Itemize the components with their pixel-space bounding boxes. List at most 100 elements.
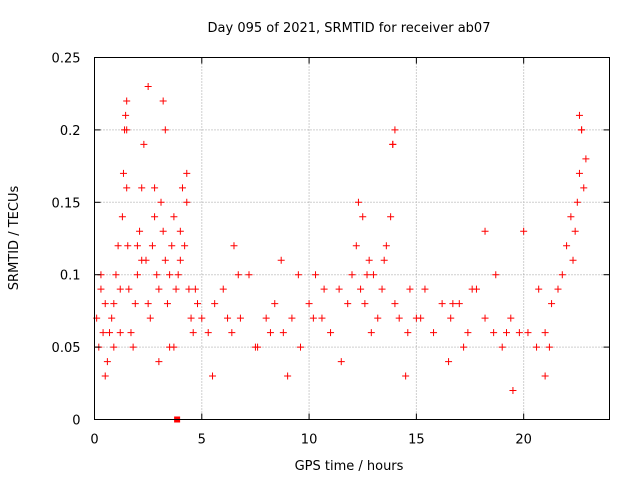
data-point	[421, 285, 429, 293]
data-point	[378, 285, 386, 293]
data-point	[129, 343, 137, 351]
data-point	[575, 169, 583, 177]
data-point	[548, 300, 556, 308]
data-point	[365, 256, 373, 264]
data-point	[567, 213, 575, 221]
data-point	[123, 126, 131, 134]
data-point	[455, 300, 463, 308]
data-point	[228, 329, 236, 337]
data-point	[230, 242, 238, 250]
data-point	[575, 111, 583, 119]
data-point	[159, 227, 167, 235]
data-point	[369, 271, 377, 279]
data-point	[571, 227, 579, 235]
data-point	[402, 372, 410, 380]
y-tick-label: 0	[72, 414, 80, 429]
x-tick-label: 0	[90, 433, 98, 448]
data-point	[389, 140, 397, 148]
data-point	[101, 372, 109, 380]
data-point	[151, 184, 159, 192]
data-point	[176, 256, 184, 264]
data-point	[138, 184, 146, 192]
data-point	[262, 314, 270, 322]
data-point	[155, 285, 163, 293]
data-point	[380, 256, 388, 264]
data-point	[176, 227, 184, 235]
data-point	[533, 343, 541, 351]
data-point	[183, 198, 191, 206]
data-point	[507, 314, 515, 322]
data-point	[582, 155, 590, 163]
data-point	[481, 314, 489, 322]
data-point	[305, 300, 313, 308]
data-point	[320, 285, 328, 293]
y-tick-label: 0.1	[60, 269, 81, 284]
data-point	[391, 300, 399, 308]
x-tick-label: 10	[301, 433, 318, 448]
data-point	[144, 82, 152, 90]
data-point	[490, 329, 498, 337]
data-point	[133, 242, 141, 250]
data-point	[361, 300, 369, 308]
data-point	[391, 126, 399, 134]
data-point	[573, 198, 581, 206]
data-point	[288, 314, 296, 322]
data-point	[277, 256, 285, 264]
data-point	[520, 227, 528, 235]
data-point	[148, 242, 156, 250]
data-point	[327, 329, 335, 337]
data-point	[468, 285, 476, 293]
data-point	[348, 271, 356, 279]
data-point	[279, 329, 287, 337]
data-point	[183, 169, 191, 177]
data-point	[545, 343, 553, 351]
data-point	[266, 329, 274, 337]
data-point	[99, 329, 107, 337]
data-point	[136, 227, 144, 235]
data-point	[155, 358, 163, 366]
data-point	[101, 300, 109, 308]
data-point	[219, 285, 227, 293]
data-point	[123, 184, 131, 192]
data-point	[492, 271, 500, 279]
data-point	[245, 271, 253, 279]
data-point	[344, 300, 352, 308]
data-point	[123, 97, 131, 105]
grid-lines	[94, 57, 610, 420]
data-point	[116, 329, 124, 337]
data-point	[318, 314, 326, 322]
data-point	[118, 213, 126, 221]
data-point	[580, 184, 588, 192]
data-point	[430, 329, 438, 337]
data-point	[138, 256, 146, 264]
data-point	[554, 285, 562, 293]
data-point	[140, 140, 148, 148]
data-point	[187, 314, 195, 322]
data-point	[382, 242, 390, 250]
data-point	[163, 300, 171, 308]
data-point	[578, 126, 586, 134]
data-point	[178, 184, 186, 192]
data-point	[404, 329, 412, 337]
data-point	[236, 314, 244, 322]
x-tick-labels: 0 5 10 15 20	[90, 433, 532, 448]
data-point	[211, 300, 219, 308]
data-point	[445, 358, 453, 366]
data-point	[106, 329, 114, 337]
data-points	[93, 82, 590, 423]
data-point	[185, 285, 193, 293]
data-point	[387, 213, 395, 221]
data-point	[449, 300, 457, 308]
data-point	[294, 271, 302, 279]
data-point	[114, 242, 122, 250]
plot-border	[94, 57, 610, 420]
x-tick-label: 5	[198, 433, 206, 448]
data-point	[116, 285, 124, 293]
data-point	[191, 285, 199, 293]
axis-ticks	[94, 57, 610, 420]
data-point	[438, 300, 446, 308]
data-point	[503, 329, 510, 337]
data-point	[354, 198, 362, 206]
data-point	[127, 329, 135, 337]
data-point	[569, 256, 577, 264]
